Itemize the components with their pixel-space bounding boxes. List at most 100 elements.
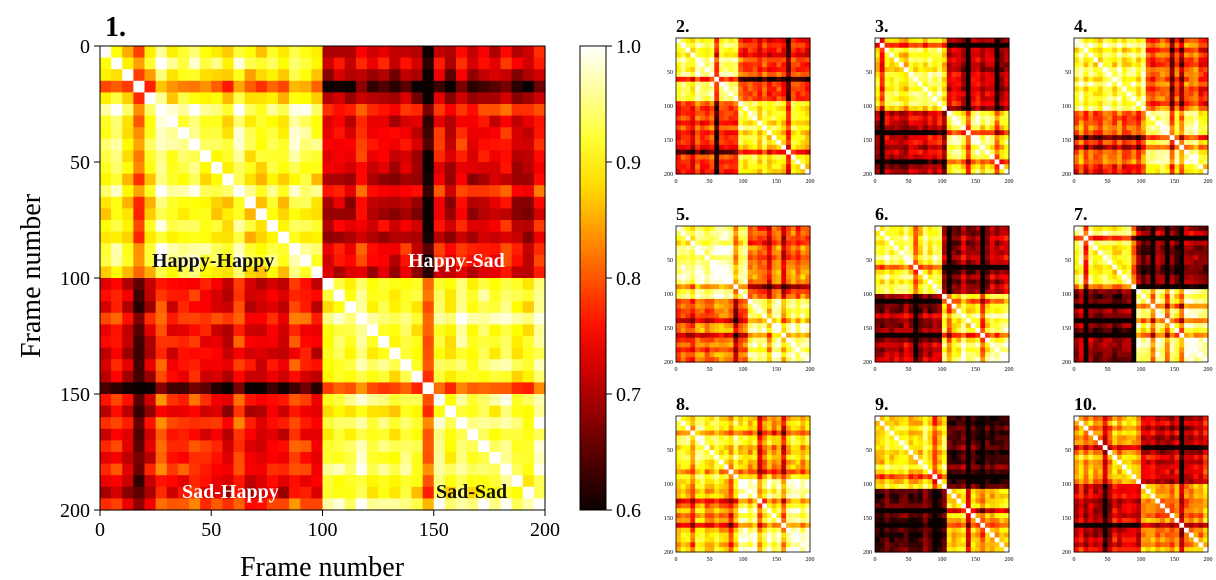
participant-heatmap-2-cell: [738, 115, 744, 122]
main-heatmap-cell: [133, 428, 146, 441]
participant-heatmap-2-cell: [714, 91, 720, 97]
participant-heatmap-4-cell: [1179, 140, 1185, 146]
main-heatmap-cell: [400, 150, 413, 163]
participant-heatmap-2-cell: [786, 135, 792, 141]
participant-heatmap-5-cell: [795, 357, 802, 363]
participant-heatmap-2-cell: [800, 130, 806, 136]
participant-heatmap-5-cell: [752, 230, 758, 237]
participant-heatmap-5-cell: [781, 226, 787, 232]
participant-heatmap-4-cell: [1164, 42, 1171, 49]
participant-heatmap-2-cell: [676, 106, 682, 112]
participant-heatmap-2-cell: [723, 42, 730, 49]
participant-heatmap-5-cell: [781, 230, 787, 237]
participant-heatmap-3-cell: [1004, 144, 1010, 151]
main-heatmap-cell: [133, 162, 146, 175]
participant-heatmap-2-cell: [733, 120, 739, 127]
participant-heatmap-4-cell: [1126, 52, 1133, 59]
participant-heatmap-3-cell: [937, 125, 943, 131]
participant-heatmap-5-cell: [738, 255, 744, 261]
main-heatmap-cell: [244, 463, 257, 476]
participant-heatmap-5-cell: [695, 240, 701, 247]
participant-heatmap-3-cell: [946, 76, 953, 83]
participant-heatmap-3-cell: [980, 169, 986, 175]
participant-heatmap-5-cell: [704, 318, 711, 324]
main-heatmap-cell: [422, 486, 435, 499]
main-heatmap-cell: [367, 440, 379, 453]
participant-heatmap-5-cell: [752, 308, 758, 315]
main-heatmap-cell: [522, 382, 535, 395]
main-heatmap-cell: [456, 57, 468, 70]
participant-heatmap-4-cell: [1136, 120, 1142, 127]
participant-heatmap-5-cell: [733, 255, 739, 261]
participant-heatmap-5-cell: [800, 274, 806, 281]
participant-heatmap-4-cell: [1193, 76, 1200, 83]
participant-heatmap-2-cell: [743, 76, 749, 83]
main-heatmap-cell: [433, 417, 446, 430]
main-heatmap-cell: [255, 46, 268, 59]
participant-heatmap-5-cell: [805, 313, 811, 319]
participant-heatmap-3-cell: [879, 115, 886, 122]
participant-heatmap-5-cell: [738, 323, 744, 329]
main-heatmap-cell: [478, 428, 490, 441]
participant-heatmap-5-cell: [704, 328, 711, 334]
main-heatmap-cell: [155, 486, 168, 499]
participant-heatmap-6-cell: [898, 250, 905, 256]
participant-heatmap-3-cell: [894, 130, 900, 136]
main-heatmap-cell: [100, 80, 112, 93]
main-heatmap-cell: [189, 162, 201, 175]
participant-heatmap-3-cell: [932, 81, 938, 88]
main-heatmap-cell: [322, 92, 335, 105]
participant-heatmap-4-cell: [1107, 86, 1113, 93]
main-heatmap-cell: [444, 452, 457, 465]
main-heatmap-cell: [200, 138, 212, 151]
participant-heatmap-5-cell: [786, 289, 792, 295]
participant-heatmap-3-cell: [1004, 154, 1010, 161]
participant-heatmap-4-cell: [1145, 169, 1152, 175]
main-heatmap-cell: [244, 196, 257, 209]
main-heatmap-cell: [166, 173, 179, 186]
main-heatmap-cell: [278, 440, 290, 453]
participant-heatmap-5-cell: [743, 250, 749, 256]
participant-heatmap-2-cell: [680, 120, 687, 127]
participant-heatmap-4-cell: [1155, 130, 1161, 136]
participant-heatmap-3-cell: [922, 144, 929, 151]
participant-heatmap-2-cell: [709, 149, 715, 156]
participant-heatmap-4-cell: [1160, 76, 1166, 83]
main-heatmap-cell: [467, 138, 479, 151]
participant-heatmap-6-cell: [951, 230, 957, 237]
participant-heatmap-5-cell: [738, 313, 744, 319]
participant-heatmap-5-cell: [747, 303, 754, 310]
participant-heatmap-5-cell: [776, 352, 782, 358]
participant-heatmap-2-cell: [709, 101, 715, 107]
participant-heatmap-3-cell: [889, 57, 895, 63]
main-heatmap-cell: [444, 336, 457, 349]
main-heatmap-cell: [211, 382, 223, 395]
participant-heatmap-3-cell: [903, 154, 910, 161]
participant-heatmap-4-cell: [1107, 96, 1113, 102]
participant-heatmap-5-cell: [695, 342, 701, 349]
participant-heatmap-4-cell: [1198, 164, 1204, 170]
participant-heatmap-3-cell: [961, 42, 967, 49]
participant-heatmap-4-cell: [1188, 62, 1195, 68]
main-heatmap-cell: [478, 162, 490, 175]
main-heatmap-cell: [266, 127, 279, 140]
main-heatmap-cell: [511, 57, 524, 70]
participant-heatmap-2-cell: [733, 135, 739, 141]
participant-heatmap-6-cell: [970, 245, 977, 251]
main-heatmap-cell: [456, 115, 468, 128]
participant-heatmap-5-cell: [709, 298, 715, 305]
participant-heatmap-5-cell: [771, 226, 778, 232]
participant-heatmap-6-cell: [894, 250, 900, 256]
participant-heatmap-2-cell: [805, 38, 811, 44]
main-heatmap-cell: [400, 231, 413, 244]
main-heatmap-cell: [111, 289, 123, 302]
main-heatmap-cell: [300, 231, 312, 244]
main-heatmap-cell: [533, 278, 546, 291]
participant-heatmap-3-cell: [980, 106, 986, 112]
main-heatmap-cell: [322, 208, 335, 221]
main-heatmap-cell: [300, 46, 312, 59]
small-x-tick-label: 150: [772, 367, 781, 373]
main-heatmap-cell: [211, 162, 223, 175]
participant-heatmap-2-cell: [781, 149, 787, 156]
participant-heatmap-5-cell: [805, 323, 811, 329]
